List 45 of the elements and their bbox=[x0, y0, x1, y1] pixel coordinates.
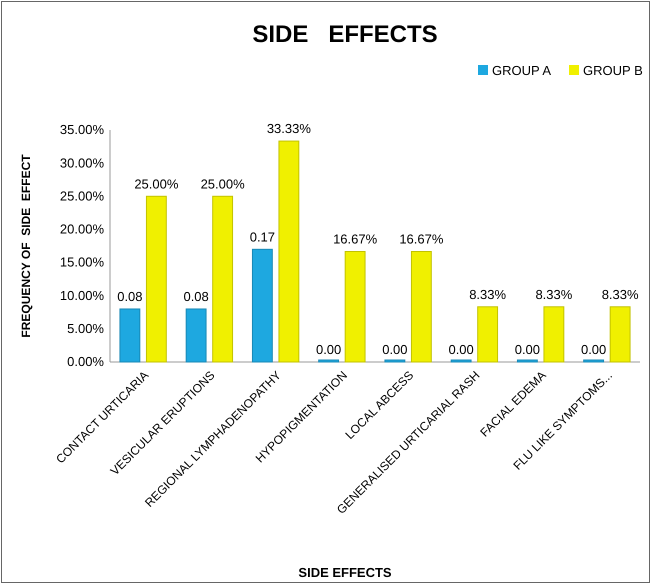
legend-label: GROUP B bbox=[583, 63, 643, 78]
bar bbox=[384, 360, 406, 362]
data-label: 0.00 bbox=[382, 342, 408, 357]
data-label: 0.00 bbox=[580, 342, 606, 357]
data-label: 25.00% bbox=[134, 176, 179, 192]
data-label: 0.08 bbox=[183, 288, 209, 304]
data-label: 8.33% bbox=[535, 286, 573, 302]
bar bbox=[610, 306, 631, 362]
bar bbox=[410, 251, 432, 362]
y-axis-title: FREQUENCY OF SIDE EFFECT bbox=[19, 154, 33, 338]
y-tick-label: 25.00% bbox=[60, 188, 104, 204]
y-tick-label: 5.00% bbox=[67, 321, 104, 336]
bar bbox=[146, 196, 167, 362]
data-label: 8.33% bbox=[469, 286, 506, 302]
y-tick-label: 20.00% bbox=[60, 222, 104, 237]
bar bbox=[583, 360, 604, 362]
data-label: 0.08 bbox=[117, 288, 143, 304]
data-label: 0.00 bbox=[316, 342, 342, 357]
data-label: 0.00 bbox=[514, 342, 540, 357]
bar bbox=[477, 306, 498, 362]
legend-label: GROUP A bbox=[492, 63, 552, 78]
y-tick-label: 15.00% bbox=[60, 254, 104, 270]
bar bbox=[543, 306, 564, 362]
bar bbox=[252, 248, 273, 362]
data-label: 16.67% bbox=[399, 232, 444, 246]
bar bbox=[516, 360, 538, 362]
bar bbox=[318, 360, 340, 362]
bar bbox=[212, 196, 234, 362]
data-label: 33.33% bbox=[266, 121, 312, 136]
data-label: 16.67% bbox=[333, 232, 378, 246]
chart-title: SIDE EFFECTS bbox=[252, 21, 438, 48]
bar bbox=[119, 308, 140, 362]
y-tick-label: 30.00% bbox=[60, 155, 104, 170]
bar bbox=[186, 308, 207, 362]
y-tick-label: 10.00% bbox=[60, 288, 104, 303]
data-label: 0.00 bbox=[448, 342, 474, 357]
data-label: 0.17 bbox=[250, 229, 276, 244]
y-tick-label: 35.00% bbox=[60, 122, 104, 138]
data-label: 8.33% bbox=[602, 286, 639, 302]
bar bbox=[450, 360, 472, 362]
y-tick-label: 0.00% bbox=[67, 354, 104, 370]
bar bbox=[344, 251, 366, 362]
x-axis-title: SIDE EFFECTS bbox=[298, 565, 392, 580]
bar bbox=[278, 140, 300, 362]
data-label: 25.00% bbox=[200, 176, 246, 192]
